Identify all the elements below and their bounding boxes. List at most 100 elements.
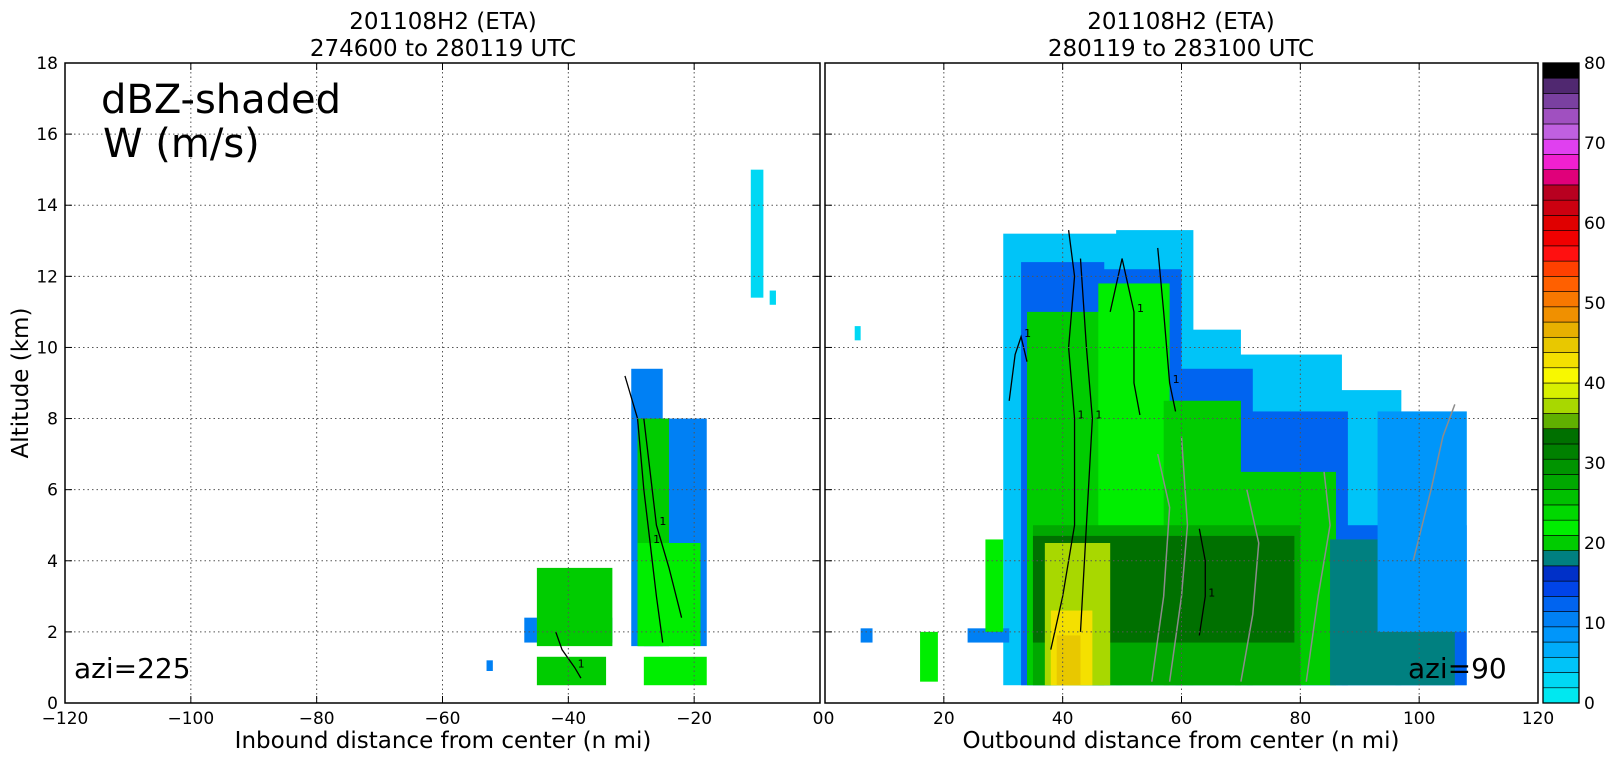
colorbar-tick-label: 80 <box>1584 54 1606 74</box>
colorbar-tick-label: 10 <box>1584 614 1606 634</box>
colorbar-segment <box>1542 123 1580 140</box>
left-x-tick-label: 0 <box>813 709 824 729</box>
colorbar-segment <box>1542 306 1580 323</box>
right-y-ticks <box>825 62 1538 704</box>
right-x-tick-label: 20 <box>933 709 955 729</box>
right-x-tick-label: 60 <box>1171 709 1193 729</box>
left-y-tick-label: 16 <box>36 125 58 145</box>
colorbar-segment <box>1542 138 1580 155</box>
right-w-negative-contour <box>1305 471 1331 682</box>
left-y-tick-label: 8 <box>47 410 58 430</box>
left-y-tick-label: 6 <box>47 481 58 501</box>
right-w-contour-label: 1 <box>1137 302 1144 315</box>
right-reflectivity-cell <box>920 631 938 682</box>
left-y-tick-label: 2 <box>47 623 58 643</box>
left-reflectivity-cell <box>637 543 701 647</box>
right-x-tick-label: 40 <box>1052 709 1074 729</box>
right-w-contour <box>1050 230 1076 650</box>
left-reflectivity-cell <box>750 169 764 298</box>
left-panel: 201108H2 (ETA) 274600 to 280119 UTC 1 11 … <box>8 9 823 754</box>
left-x-tick-label: −20 <box>676 709 712 729</box>
left-y-tick-label: 18 <box>36 54 58 74</box>
colorbar-segment <box>1542 352 1580 369</box>
colorbar-segment <box>1542 245 1580 262</box>
right-w-contour-label: 1 <box>1173 373 1180 386</box>
colorbar-segment <box>1542 291 1580 308</box>
colorbar-segment <box>1542 535 1580 551</box>
left-y-tick-label: 0 <box>47 694 58 714</box>
left-y-tick-label: 14 <box>36 196 58 216</box>
left-y-tick-label: 4 <box>47 552 58 572</box>
colorbar-segment <box>1542 687 1580 704</box>
left-w-contour-label: 1 <box>578 657 585 670</box>
colorbar-segment <box>1542 565 1580 582</box>
right-w-contour-label: 1 <box>1208 586 1215 599</box>
right-w-negative-contour <box>1151 453 1171 682</box>
left-w-contour <box>555 631 582 679</box>
y-axis-label: Altitude (km) <box>8 308 34 459</box>
colorbar-segment <box>1542 550 1580 567</box>
right-x-axis-label: Outbound distance from center (n mi) <box>963 728 1400 754</box>
colorbar-tick-label: 70 <box>1584 134 1606 154</box>
colorbar-segment <box>1542 184 1580 201</box>
right-title-line1: 201108H2 (ETA) <box>1087 9 1275 35</box>
colorbar-segment <box>1542 336 1580 353</box>
right-w-contour-label: 1 <box>1024 327 1031 340</box>
right-w-contour <box>1198 528 1206 636</box>
colorbar-segment <box>1542 672 1580 689</box>
right-x-tick-label: 120 <box>1522 709 1554 729</box>
right-w-contour <box>1079 258 1094 632</box>
right-x-ticks: 0 20 40 60 80 100 120 <box>824 63 1554 729</box>
left-title-line2: 274600 to 280119 UTC <box>310 36 576 62</box>
right-panel: 201108H2 (ETA) 280119 to 283100 UTC 1 111… <box>824 9 1555 754</box>
left-w-contour <box>643 418 683 618</box>
right-w-negative-contour <box>1412 404 1456 561</box>
colorbar-segment <box>1542 382 1580 399</box>
annotation-dbz-shaded: dBZ-shaded <box>101 77 341 123</box>
right-reflectivity-cell <box>985 539 1004 632</box>
colorbar: 0 10 20 30 40 50 60 70 80 <box>1542 54 1606 714</box>
colorbar-segment <box>1542 596 1580 612</box>
colorbar-segment <box>1542 260 1580 277</box>
colorbar-segment <box>1542 580 1580 597</box>
left-w-contour-label: 1 <box>659 515 666 528</box>
colorbar-segment <box>1542 93 1580 110</box>
colorbar-segment <box>1542 108 1580 125</box>
colorbar-segment <box>1542 428 1580 445</box>
colorbar-segment <box>1542 62 1580 79</box>
right-w-contour <box>1157 247 1177 412</box>
left-reflectivity-cell <box>486 660 493 671</box>
left-x-ticks: −120 −100 −80 −60 −40 −20 0 <box>42 63 824 729</box>
right-reflectivity-cell <box>860 628 873 643</box>
colorbar-segment <box>1542 443 1580 460</box>
left-title-line1: 201108H2 (ETA) <box>349 9 537 35</box>
right-w-negative-contour <box>1240 489 1260 682</box>
colorbar-segment <box>1542 489 1580 506</box>
left-x-tick-label: −100 <box>167 709 214 729</box>
right-x-tick-label: 100 <box>1403 709 1435 729</box>
colorbar-segment <box>1542 367 1580 384</box>
left-x-tick-label: −120 <box>42 709 89 729</box>
colorbar-tick-label: 50 <box>1584 294 1606 314</box>
right-azimuth-label: azi=90 <box>1408 652 1507 685</box>
left-w-contour <box>624 375 664 643</box>
left-y-tick-label: 12 <box>36 267 58 287</box>
colorbar-tick-label: 60 <box>1584 214 1606 234</box>
colorbar-segment <box>1542 504 1580 521</box>
left-x-axis-label: Inbound distance from center (n mi) <box>235 728 652 754</box>
colorbar-frame <box>1542 62 1580 704</box>
colorbar-segment <box>1542 215 1580 231</box>
colorbar-segment <box>1542 474 1580 490</box>
right-gridlines <box>825 63 1538 703</box>
colorbar-segment <box>1542 656 1580 673</box>
colorbar-segment <box>1542 413 1580 430</box>
right-x-tick-label: 0 <box>824 709 835 729</box>
colorbar-tick-label: 30 <box>1584 454 1606 474</box>
colorbar-tick-label: 0 <box>1584 694 1595 714</box>
right-w-contour <box>1008 334 1028 401</box>
colorbar-segment <box>1542 321 1580 338</box>
right-w-negative-contour <box>1168 436 1189 682</box>
left-azimuth-label: azi=225 <box>74 652 191 685</box>
